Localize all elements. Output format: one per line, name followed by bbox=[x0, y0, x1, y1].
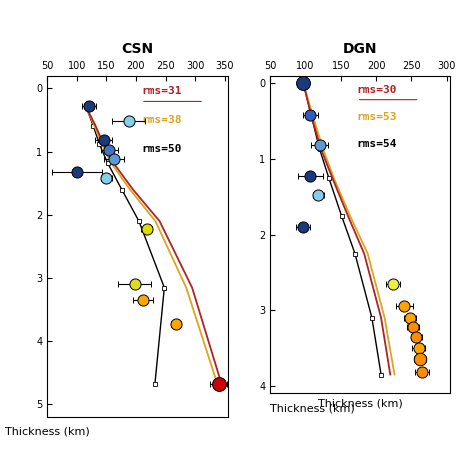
Text: rms=30: rms=30 bbox=[356, 85, 397, 95]
Text: rms=53: rms=53 bbox=[356, 112, 397, 122]
Text: Thickness (km): Thickness (km) bbox=[5, 427, 90, 437]
Text: rms=50: rms=50 bbox=[141, 144, 182, 154]
Text: rms=38: rms=38 bbox=[141, 115, 182, 125]
Title: CSN: CSN bbox=[121, 42, 154, 55]
Text: rms=31: rms=31 bbox=[141, 86, 182, 96]
Title: DGN: DGN bbox=[343, 42, 377, 55]
X-axis label: Thickness (km): Thickness (km) bbox=[318, 399, 402, 409]
Text: Thickness (km): Thickness (km) bbox=[270, 404, 355, 414]
Text: rms=54: rms=54 bbox=[356, 139, 397, 149]
